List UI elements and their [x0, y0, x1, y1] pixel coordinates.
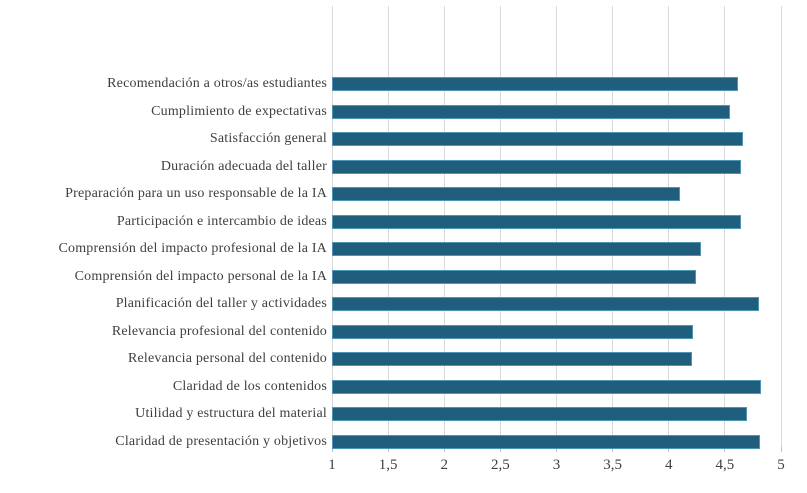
x-tick-label-2,5: 2,5 — [491, 457, 510, 473]
category-label-10: Relevancia profesional del contenido — [111, 323, 327, 339]
axis-tick-4 — [668, 447, 670, 452]
bar-11 — [332, 352, 693, 366]
bar-14 — [332, 434, 760, 449]
category-label-2: Cumplimiento de expectativas — [151, 103, 327, 119]
plot-area — [331, 6, 782, 452]
category-label-9: Planificación del taller y actividades — [115, 296, 327, 311]
x-tick-label-1: 1 — [328, 457, 336, 473]
x-tick-label-1,5: 1,5 — [378, 457, 398, 473]
category-label-3: Satisfacción general — [209, 131, 327, 146]
bar-10 — [332, 324, 694, 339]
axis-tick-4,5 — [724, 447, 726, 452]
bar-2 — [332, 104, 731, 119]
category-label-6: Participación e intercambio de ideas — [116, 213, 327, 229]
axis-tick-3,5 — [612, 447, 614, 452]
bar-13 — [332, 407, 748, 421]
category-label-14: Claridad de presentación y objetivos — [115, 433, 327, 449]
bar-3 — [332, 132, 743, 146]
bar-1 — [332, 77, 739, 91]
gridline-x-5 — [780, 6, 782, 447]
category-label-5: Preparación para un uso responsable de l… — [65, 186, 327, 201]
category-label-1: Recomendación a otros/as estudiantes — [107, 76, 327, 91]
category-label-4: Duración adecuada del taller — [160, 158, 327, 174]
bar-6 — [332, 214, 741, 229]
x-tick-label-3: 3 — [552, 457, 561, 473]
axis-tick-2 — [443, 447, 445, 452]
axis-tick-3 — [556, 447, 557, 452]
bar-7 — [332, 242, 702, 256]
category-label-12: Claridad de los contenidos — [172, 378, 327, 394]
x-tick-label-5: 5 — [777, 457, 785, 473]
bar-9 — [332, 297, 759, 311]
bar-4 — [332, 159, 741, 174]
category-label-11: Relevancia personal del contenido — [127, 351, 327, 366]
axis-tick-1,5 — [387, 447, 389, 452]
x-tick-label-4,5: 4,5 — [715, 457, 735, 473]
x-tick-label-4: 4 — [665, 457, 673, 473]
axis-tick-5 — [780, 447, 782, 452]
axis-tick-2,5 — [499, 447, 501, 452]
category-label-7: Comprensión del impacto profesional de l… — [58, 241, 327, 256]
category-label-8: Comprensión del impacto personal de la I… — [74, 268, 327, 284]
x-tick-label-3,5: 3,5 — [603, 457, 622, 473]
x-tick-label-2: 2 — [440, 457, 449, 473]
bar-5 — [332, 187, 680, 201]
bar-12 — [332, 379, 761, 394]
axis-tick-1 — [331, 447, 333, 452]
bar-8 — [332, 269, 696, 284]
category-label-13: Utilidad y estructura del material — [135, 406, 327, 421]
